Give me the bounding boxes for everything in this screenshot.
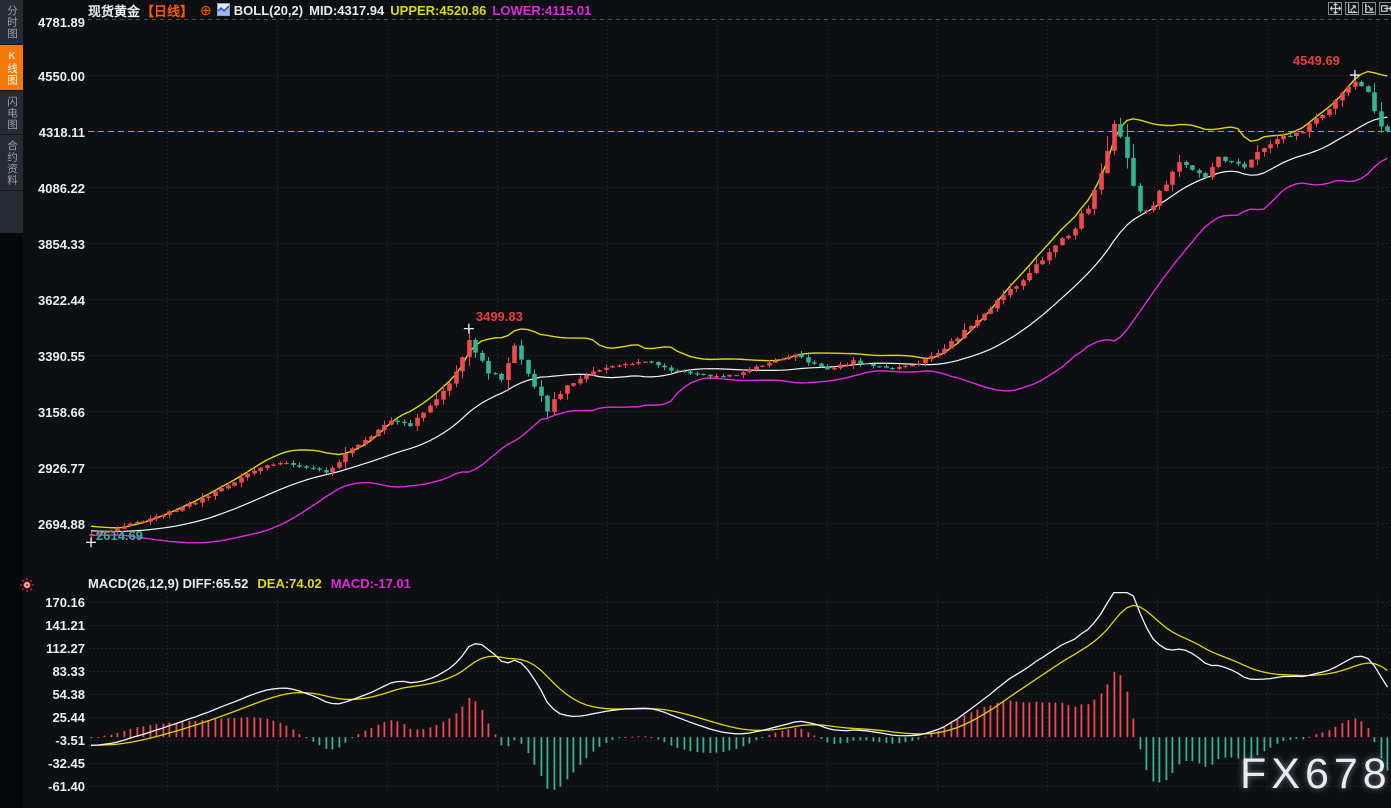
chart-header: 现货黄金 【日线】 ⊕ BOLL(20,2) MID:4317.94 UPPER… <box>88 2 591 19</box>
price-axis-label: 2926.77 <box>38 461 85 476</box>
boll-mid-value: MID:4317.94 <box>309 3 385 18</box>
price-axis-label: 3390.55 <box>38 349 85 364</box>
macd-dea-value: DEA:74.02 <box>257 576 322 591</box>
sidebar-item-lightning-chart[interactable]: 闪电图 <box>0 91 23 135</box>
scale-x-axis-tool-icon[interactable] <box>1345 2 1359 15</box>
price-axis-label: 4086.22 <box>38 181 85 196</box>
price-axis-label: 4781.89 <box>38 15 85 30</box>
pan-right-tool-icon[interactable] <box>1379 2 1391 15</box>
price-annotation: 3499.83 <box>475 308 523 324</box>
symbol-name: 现货黄金 <box>88 4 141 19</box>
boll-indicator-label: BOLL(20,2) <box>233 3 304 18</box>
boll-upper-value: UPPER:4520.86 <box>390 3 487 18</box>
chart-type-icon[interactable] <box>216 2 230 19</box>
macd-axis-label: 83.33 <box>52 664 85 679</box>
price-axis-label: 3854.33 <box>38 237 85 252</box>
sidebar: 分时图 K线图 闪电图 合约资料 <box>0 0 23 808</box>
sidebar-item-kline-chart[interactable]: K线图 <box>0 44 23 91</box>
watermark: FX678 <box>1240 750 1391 798</box>
price-axis-label: 2694.88 <box>38 517 85 532</box>
macd-diff-value: MACD(26,12,9) DIFF:65.52 <box>88 576 249 591</box>
price-axis-label: 4550.00 <box>38 69 85 84</box>
price-annotation: 2614.69 <box>96 528 143 544</box>
scale-y-axis-tool-icon[interactable] <box>1362 2 1376 15</box>
period-label: 【日线】 <box>141 4 194 19</box>
macd-axis-label: -32.45 <box>48 756 85 771</box>
macd-axis-label: 112.27 <box>45 641 85 656</box>
sidebar-item-time-chart[interactable]: 分时图 <box>0 0 23 45</box>
boll-lower-value: LOWER:4115.01 <box>492 3 592 18</box>
move-tool-icon[interactable] <box>1328 2 1342 15</box>
chart-toolbar <box>1328 2 1391 15</box>
indicator-settings-icon[interactable] <box>19 577 35 593</box>
macd-header: MACD(26,12,9) DIFF:65.52 DEA:74.02 MACD:… <box>88 576 411 591</box>
macd-macd-value: MACD:-17.01 <box>330 576 411 591</box>
price-annotation: 4549.69 <box>1292 53 1340 69</box>
sidebar-item-contract-info[interactable]: 合约资料 <box>0 135 23 191</box>
price-axis-label: 4318.11 <box>38 125 85 140</box>
macd-axis-label: -61.40 <box>48 779 85 794</box>
macd-axis-label: 141.21 <box>45 618 85 633</box>
chart-type-tabs: 分时图 K线图 闪电图 合约资料 <box>0 0 23 233</box>
price-axis-label: 3158.66 <box>38 405 85 420</box>
macd-axis-label: -3.51 <box>55 733 85 748</box>
price-axis-label: 3622.44 <box>38 293 85 308</box>
macd-axis-label: 54.38 <box>52 687 85 702</box>
add-indicator-icon[interactable]: ⊕ <box>200 2 212 18</box>
macd-axis-label: 170.16 <box>45 595 85 610</box>
macd-axis-label: 25.44 <box>52 710 85 725</box>
